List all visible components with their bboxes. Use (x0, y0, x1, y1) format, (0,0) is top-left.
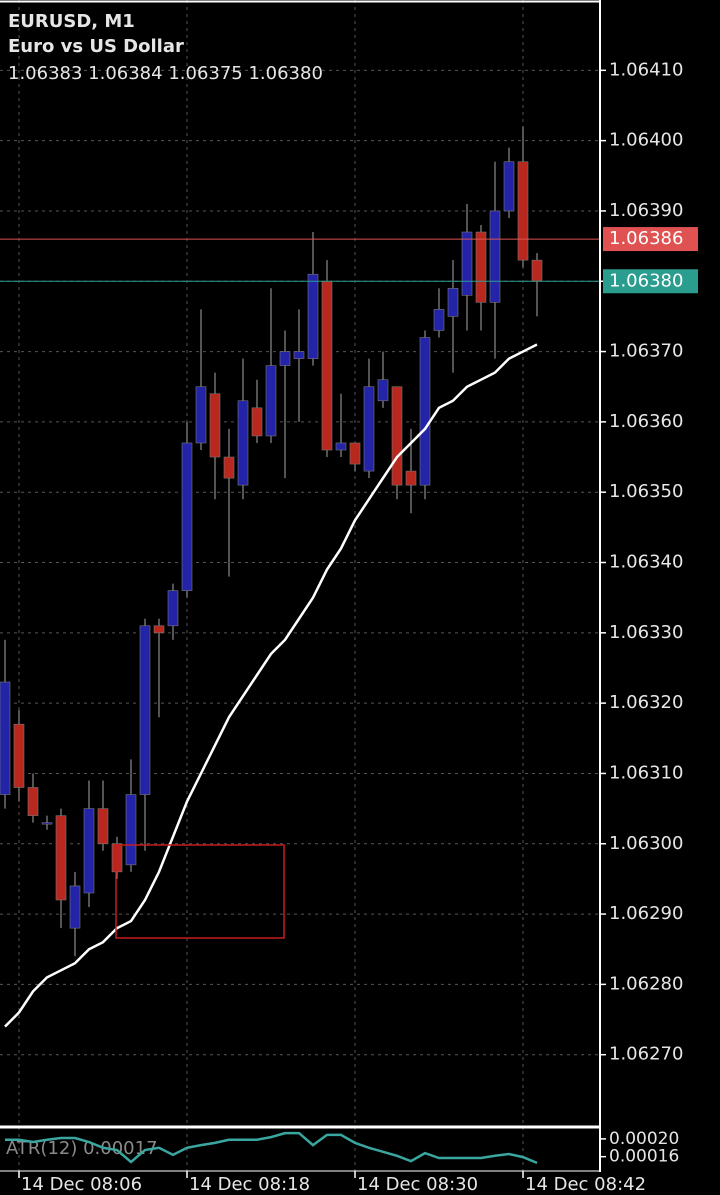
candle-body (209, 393, 221, 458)
candle-body (111, 843, 123, 873)
candle-body (321, 280, 333, 451)
quote: 1.06383 1.06384 1.06375 1.06380 (8, 63, 323, 84)
candle-body (139, 625, 151, 795)
candle-body (69, 885, 81, 929)
price-label-box (603, 269, 698, 294)
candle-body (433, 309, 445, 331)
candle-body (41, 822, 53, 825)
indicator-tick-label: 0.00016 (609, 1147, 679, 1167)
candle-body (475, 231, 487, 303)
candle-body (419, 337, 431, 486)
candle-body (125, 794, 137, 866)
candle-body (27, 787, 39, 816)
candle-body (531, 259, 543, 282)
candle-body (349, 442, 361, 465)
candle-body (13, 723, 25, 788)
y-tick-label: 1.06300 (609, 833, 683, 854)
candle-body (461, 231, 473, 296)
y-tick-label: 1.06280 (609, 973, 683, 994)
candle-body (153, 625, 165, 634)
chart-subtitle: Euro vs US Dollar (8, 36, 184, 57)
indicator-line (5, 1131, 538, 1165)
candle-body (265, 365, 277, 437)
y-tick-label: 1.06320 (609, 692, 683, 713)
y-tick-label: 1.06350 (609, 481, 683, 502)
candle-body (517, 161, 529, 261)
y-tick-label: 1.06330 (609, 622, 683, 643)
y-tick-label: 1.06410 (609, 59, 683, 80)
candle-body (363, 386, 375, 472)
y-tick-label: 1.06340 (609, 552, 683, 573)
y-tick-label: 1.06290 (609, 903, 683, 924)
candle-body (237, 400, 249, 486)
y-tick-label: 1.06400 (609, 130, 683, 151)
candle-body (447, 287, 459, 317)
moving-average (4, 343, 538, 1028)
candle-body (251, 407, 263, 437)
y-tick-label: 1.06370 (609, 341, 683, 362)
candle-body (293, 351, 305, 359)
candle-body (279, 351, 291, 366)
candle-body (405, 470, 417, 486)
candle-body (167, 590, 179, 627)
price-label: 1.06386 (609, 228, 683, 249)
chart-title: EURUSD, M1 (8, 11, 135, 32)
candle-body (503, 161, 515, 212)
y-tick-label: 1.06270 (609, 1044, 683, 1065)
candle-body (83, 808, 95, 894)
candle-body (97, 808, 109, 845)
candle-body (489, 210, 501, 303)
candle-body (55, 815, 67, 901)
indicator-tick-label: 0.00020 (609, 1129, 679, 1149)
x-tick-label: 14 Dec 08:06 (21, 1174, 142, 1195)
candle-body (377, 379, 389, 402)
y-tick-label: 1.06360 (609, 411, 683, 432)
candle-body (223, 456, 235, 479)
x-tick-label: 14 Dec 08:42 (525, 1174, 646, 1195)
candle-body (181, 442, 193, 591)
candle-body (391, 386, 403, 486)
candle-body (0, 681, 11, 795)
price-label-box (603, 227, 698, 252)
y-tick-label: 1.06390 (609, 200, 683, 221)
y-tick-label: 1.06310 (609, 762, 683, 783)
marks-layer (0, 126, 600, 1028)
candle-body (335, 442, 347, 451)
drawn-rectangle (115, 844, 285, 939)
price-label: 1.06380 (609, 270, 683, 291)
x-tick-label: 14 Dec 08:30 (357, 1174, 478, 1195)
x-tick-label: 14 Dec 08:18 (189, 1174, 310, 1195)
candle-body (307, 273, 319, 359)
candle-body (195, 386, 207, 444)
